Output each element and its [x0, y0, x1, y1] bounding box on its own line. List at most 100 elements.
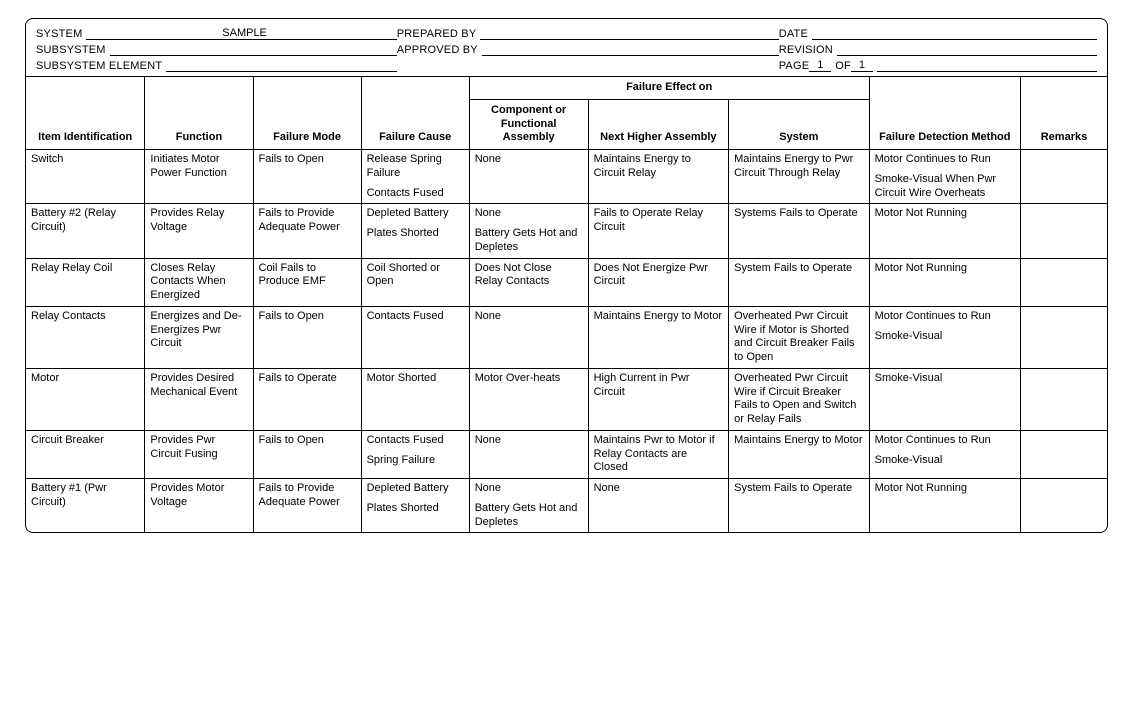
- cell-mode: Fails to Open: [253, 150, 361, 204]
- cell-system: Systems Fails to Operate: [729, 204, 870, 258]
- cell-function: Provides Motor Voltage: [145, 479, 253, 533]
- fmea-form: SYSTEM SAMPLE SUBSYSTEM SUBSYSTEM ELEMEN…: [25, 18, 1108, 533]
- cell-function: Provides Desired Mechanical Event: [145, 368, 253, 430]
- col-remarks: Remarks: [1020, 77, 1107, 150]
- cell-mode: Fails to Operate: [253, 368, 361, 430]
- cell-cause: Coil Shorted or Open: [361, 258, 469, 306]
- cell-detection: Motor Not Running: [869, 479, 1020, 533]
- cell-system: Maintains Energy to Motor: [729, 430, 870, 478]
- revision-label: REVISION: [779, 44, 833, 56]
- cell-item: Motor: [26, 368, 145, 430]
- page-value: 1: [809, 59, 831, 72]
- cell-cause: Depleted BatteryPlates Shorted: [361, 479, 469, 533]
- cell-cause: Motor Shorted: [361, 368, 469, 430]
- subsystem-element-label: SUBSYSTEM ELEMENT: [36, 60, 162, 72]
- cell-component: NoneBattery Gets Hot and Depletes: [469, 479, 588, 533]
- cell-detection: Motor Continues to RunSmoke-Visual: [869, 306, 1020, 368]
- cell-mode: Fails to Provide Adequate Power: [253, 479, 361, 533]
- cell-function: Provides Pwr Circuit Fusing: [145, 430, 253, 478]
- col-component: Component or Functional Assembly: [469, 99, 588, 149]
- page-label: PAGE: [779, 60, 810, 72]
- of-label: OF: [835, 60, 851, 72]
- cell-detection: Smoke-Visual: [869, 368, 1020, 430]
- cell-item: Battery #1 (Pwr Circuit): [26, 479, 145, 533]
- cell-function: Closes Relay Contacts When Energized: [145, 258, 253, 306]
- prepared-by-label: PREPARED BY: [397, 28, 477, 40]
- approved-by-label: APPROVED BY: [397, 44, 478, 56]
- col-detection: Failure Detection Method: [869, 77, 1020, 150]
- cell-component: Motor Over-heats: [469, 368, 588, 430]
- cell-item: Relay Contacts: [26, 306, 145, 368]
- table-row: Battery #1 (Pwr Circuit)Provides Motor V…: [26, 479, 1107, 533]
- cell-remarks: [1020, 204, 1107, 258]
- approved-by-value: [482, 44, 779, 56]
- date-value: [812, 28, 1097, 40]
- cell-next: Maintains Energy to Motor: [588, 306, 729, 368]
- col-next: Next Higher Assembly: [588, 99, 729, 149]
- table-row: Relay ContactsEnergizes and De-Energizes…: [26, 306, 1107, 368]
- of-value: 1: [851, 59, 873, 72]
- col-system: System: [729, 99, 870, 149]
- cell-next: None: [588, 479, 729, 533]
- col-cause: Failure Cause: [361, 77, 469, 150]
- cell-mode: Fails to Open: [253, 430, 361, 478]
- cell-mode: Coil Fails to Produce EMF: [253, 258, 361, 306]
- cell-remarks: [1020, 368, 1107, 430]
- table-body: SwitchInitiates Motor Power FunctionFail…: [26, 150, 1107, 533]
- table-head: Item Identification Function Failure Mod…: [26, 77, 1107, 150]
- table-row: SwitchInitiates Motor Power FunctionFail…: [26, 150, 1107, 204]
- fmea-table: Item Identification Function Failure Mod…: [26, 76, 1107, 532]
- cell-remarks: [1020, 258, 1107, 306]
- prepared-by-value: [480, 28, 778, 40]
- cell-item: Circuit Breaker: [26, 430, 145, 478]
- cell-detection: Motor Continues to RunSmoke-Visual: [869, 430, 1020, 478]
- cell-remarks: [1020, 479, 1107, 533]
- revision-value: [837, 44, 1097, 56]
- system-label: SYSTEM: [36, 28, 82, 40]
- cell-mode: Fails to Open: [253, 306, 361, 368]
- cell-detection: Motor Continues to RunSmoke-Visual When …: [869, 150, 1020, 204]
- cell-mode: Fails to Provide Adequate Power: [253, 204, 361, 258]
- date-label: DATE: [779, 28, 808, 40]
- cell-remarks: [1020, 306, 1107, 368]
- cell-system: System Fails to Operate: [729, 258, 870, 306]
- cell-cause: Release Spring FailureContacts Fused: [361, 150, 469, 204]
- cell-cause: Contacts Fused: [361, 306, 469, 368]
- cell-function: Provides Relay Voltage: [145, 204, 253, 258]
- subsystem-element-value: [166, 60, 396, 72]
- form-header: SYSTEM SAMPLE SUBSYSTEM SUBSYSTEM ELEMEN…: [26, 19, 1107, 76]
- cell-next: Maintains Energy to Circuit Relay: [588, 150, 729, 204]
- cell-function: Energizes and De-Energizes Pwr Circuit: [145, 306, 253, 368]
- cell-next: Maintains Pwr to Motor if Relay Contacts…: [588, 430, 729, 478]
- col-mode: Failure Mode: [253, 77, 361, 150]
- table-row: MotorProvides Desired Mechanical EventFa…: [26, 368, 1107, 430]
- cell-next: High Current in Pwr Circuit: [588, 368, 729, 430]
- cell-function: Initiates Motor Power Function: [145, 150, 253, 204]
- cell-component: Does Not Close Relay Contacts: [469, 258, 588, 306]
- cell-component: None: [469, 430, 588, 478]
- cell-next: Fails to Operate Relay Circuit: [588, 204, 729, 258]
- cell-item: Relay Relay Coil: [26, 258, 145, 306]
- cell-detection: Motor Not Running: [869, 204, 1020, 258]
- cell-component: None: [469, 150, 588, 204]
- cell-system: System Fails to Operate: [729, 479, 870, 533]
- col-item: Item Identification: [26, 77, 145, 150]
- table-row: Battery #2 (Relay Circuit)Provides Relay…: [26, 204, 1107, 258]
- cell-remarks: [1020, 430, 1107, 478]
- cell-component: None: [469, 306, 588, 368]
- cell-system: Overheated Pwr Circuit Wire if Circuit B…: [729, 368, 870, 430]
- subsystem-value: [110, 44, 397, 56]
- cell-item: Switch: [26, 150, 145, 204]
- cell-system: Overheated Pwr Circuit Wire if Motor is …: [729, 306, 870, 368]
- cell-remarks: [1020, 150, 1107, 204]
- table-row: Relay Relay CoilCloses Relay Contacts Wh…: [26, 258, 1107, 306]
- cell-next: Does Not Energize Pwr Circuit: [588, 258, 729, 306]
- cell-component: NoneBattery Gets Hot and Depletes: [469, 204, 588, 258]
- cell-cause: Contacts FusedSpring Failure: [361, 430, 469, 478]
- table-row: Circuit BreakerProvides Pwr Circuit Fusi…: [26, 430, 1107, 478]
- system-value: SAMPLE: [86, 27, 396, 40]
- col-function: Function: [145, 77, 253, 150]
- cell-cause: Depleted BatteryPlates Shorted: [361, 204, 469, 258]
- cell-detection: Motor Not Running: [869, 258, 1020, 306]
- cell-system: Maintains Energy to Pwr Circuit Through …: [729, 150, 870, 204]
